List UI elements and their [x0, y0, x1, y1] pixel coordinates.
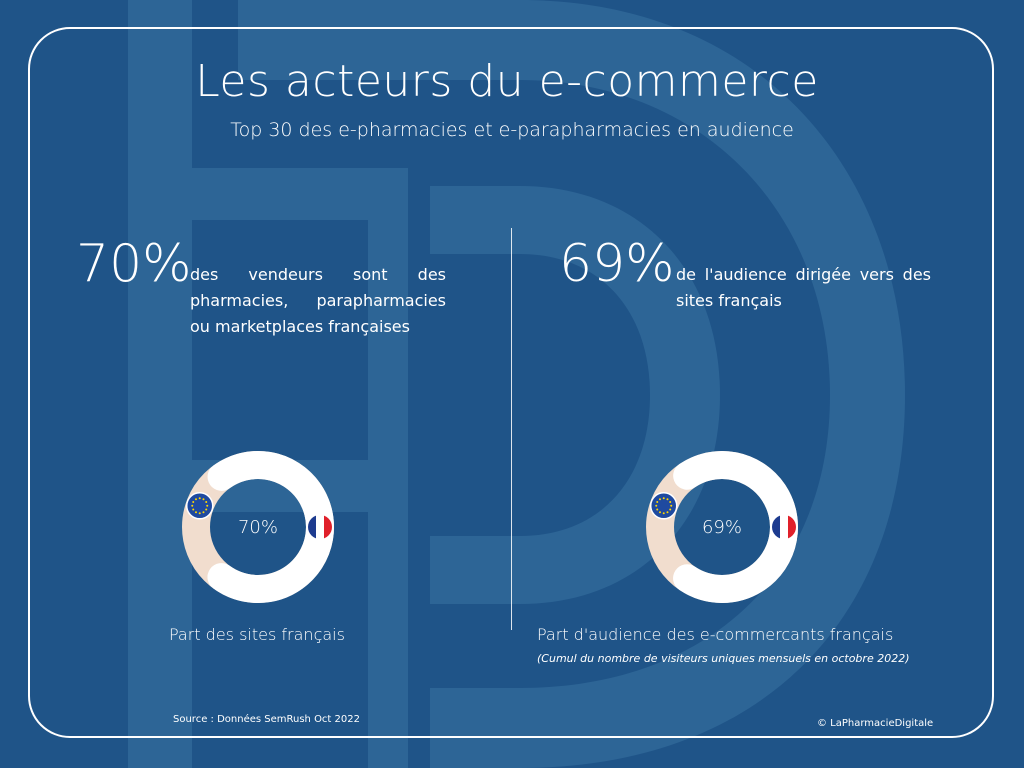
- chart-caption-audience: Part d'audience des e-commercants frança…: [537, 625, 894, 644]
- stat-description-vendors: des vendeurs sont des pharmacies, paraph…: [190, 265, 446, 336]
- chart-note-audience: (Cumul du nombre de visiteurs uniques me…: [537, 652, 910, 665]
- page-title: Les acteurs du e-commerce: [195, 56, 819, 107]
- eu-flag-icon: [649, 492, 678, 520]
- stat-description-audience: de l'audience dirigée vers des sites fra…: [676, 265, 931, 310]
- stat-value-vendors: 70%: [76, 234, 192, 294]
- page-subtitle: Top 30 des e-pharmacies et e-parapharmac…: [230, 119, 794, 141]
- donut-chart-audience: 69%: [646, 451, 798, 603]
- copyright-note: © LaPharmacieDigitale: [817, 718, 934, 729]
- donut-slice-france: [182, 451, 334, 603]
- donut-center-label: 69%: [702, 517, 742, 538]
- eu-flag-icon: [185, 492, 214, 520]
- france-flag-icon: [308, 515, 332, 539]
- donut-slice-france: [646, 451, 798, 603]
- stat-value-audience: 69%: [559, 234, 675, 294]
- column-divider: [511, 228, 512, 630]
- content-frame: [28, 27, 994, 738]
- donut-chart-sites: 70%: [182, 451, 334, 603]
- source-note: Source : Données SemRush Oct 2022: [173, 714, 360, 725]
- france-flag-icon: [772, 515, 796, 539]
- chart-caption-sites: Part des sites français: [169, 625, 345, 644]
- donut-center-label: 70%: [238, 517, 278, 538]
